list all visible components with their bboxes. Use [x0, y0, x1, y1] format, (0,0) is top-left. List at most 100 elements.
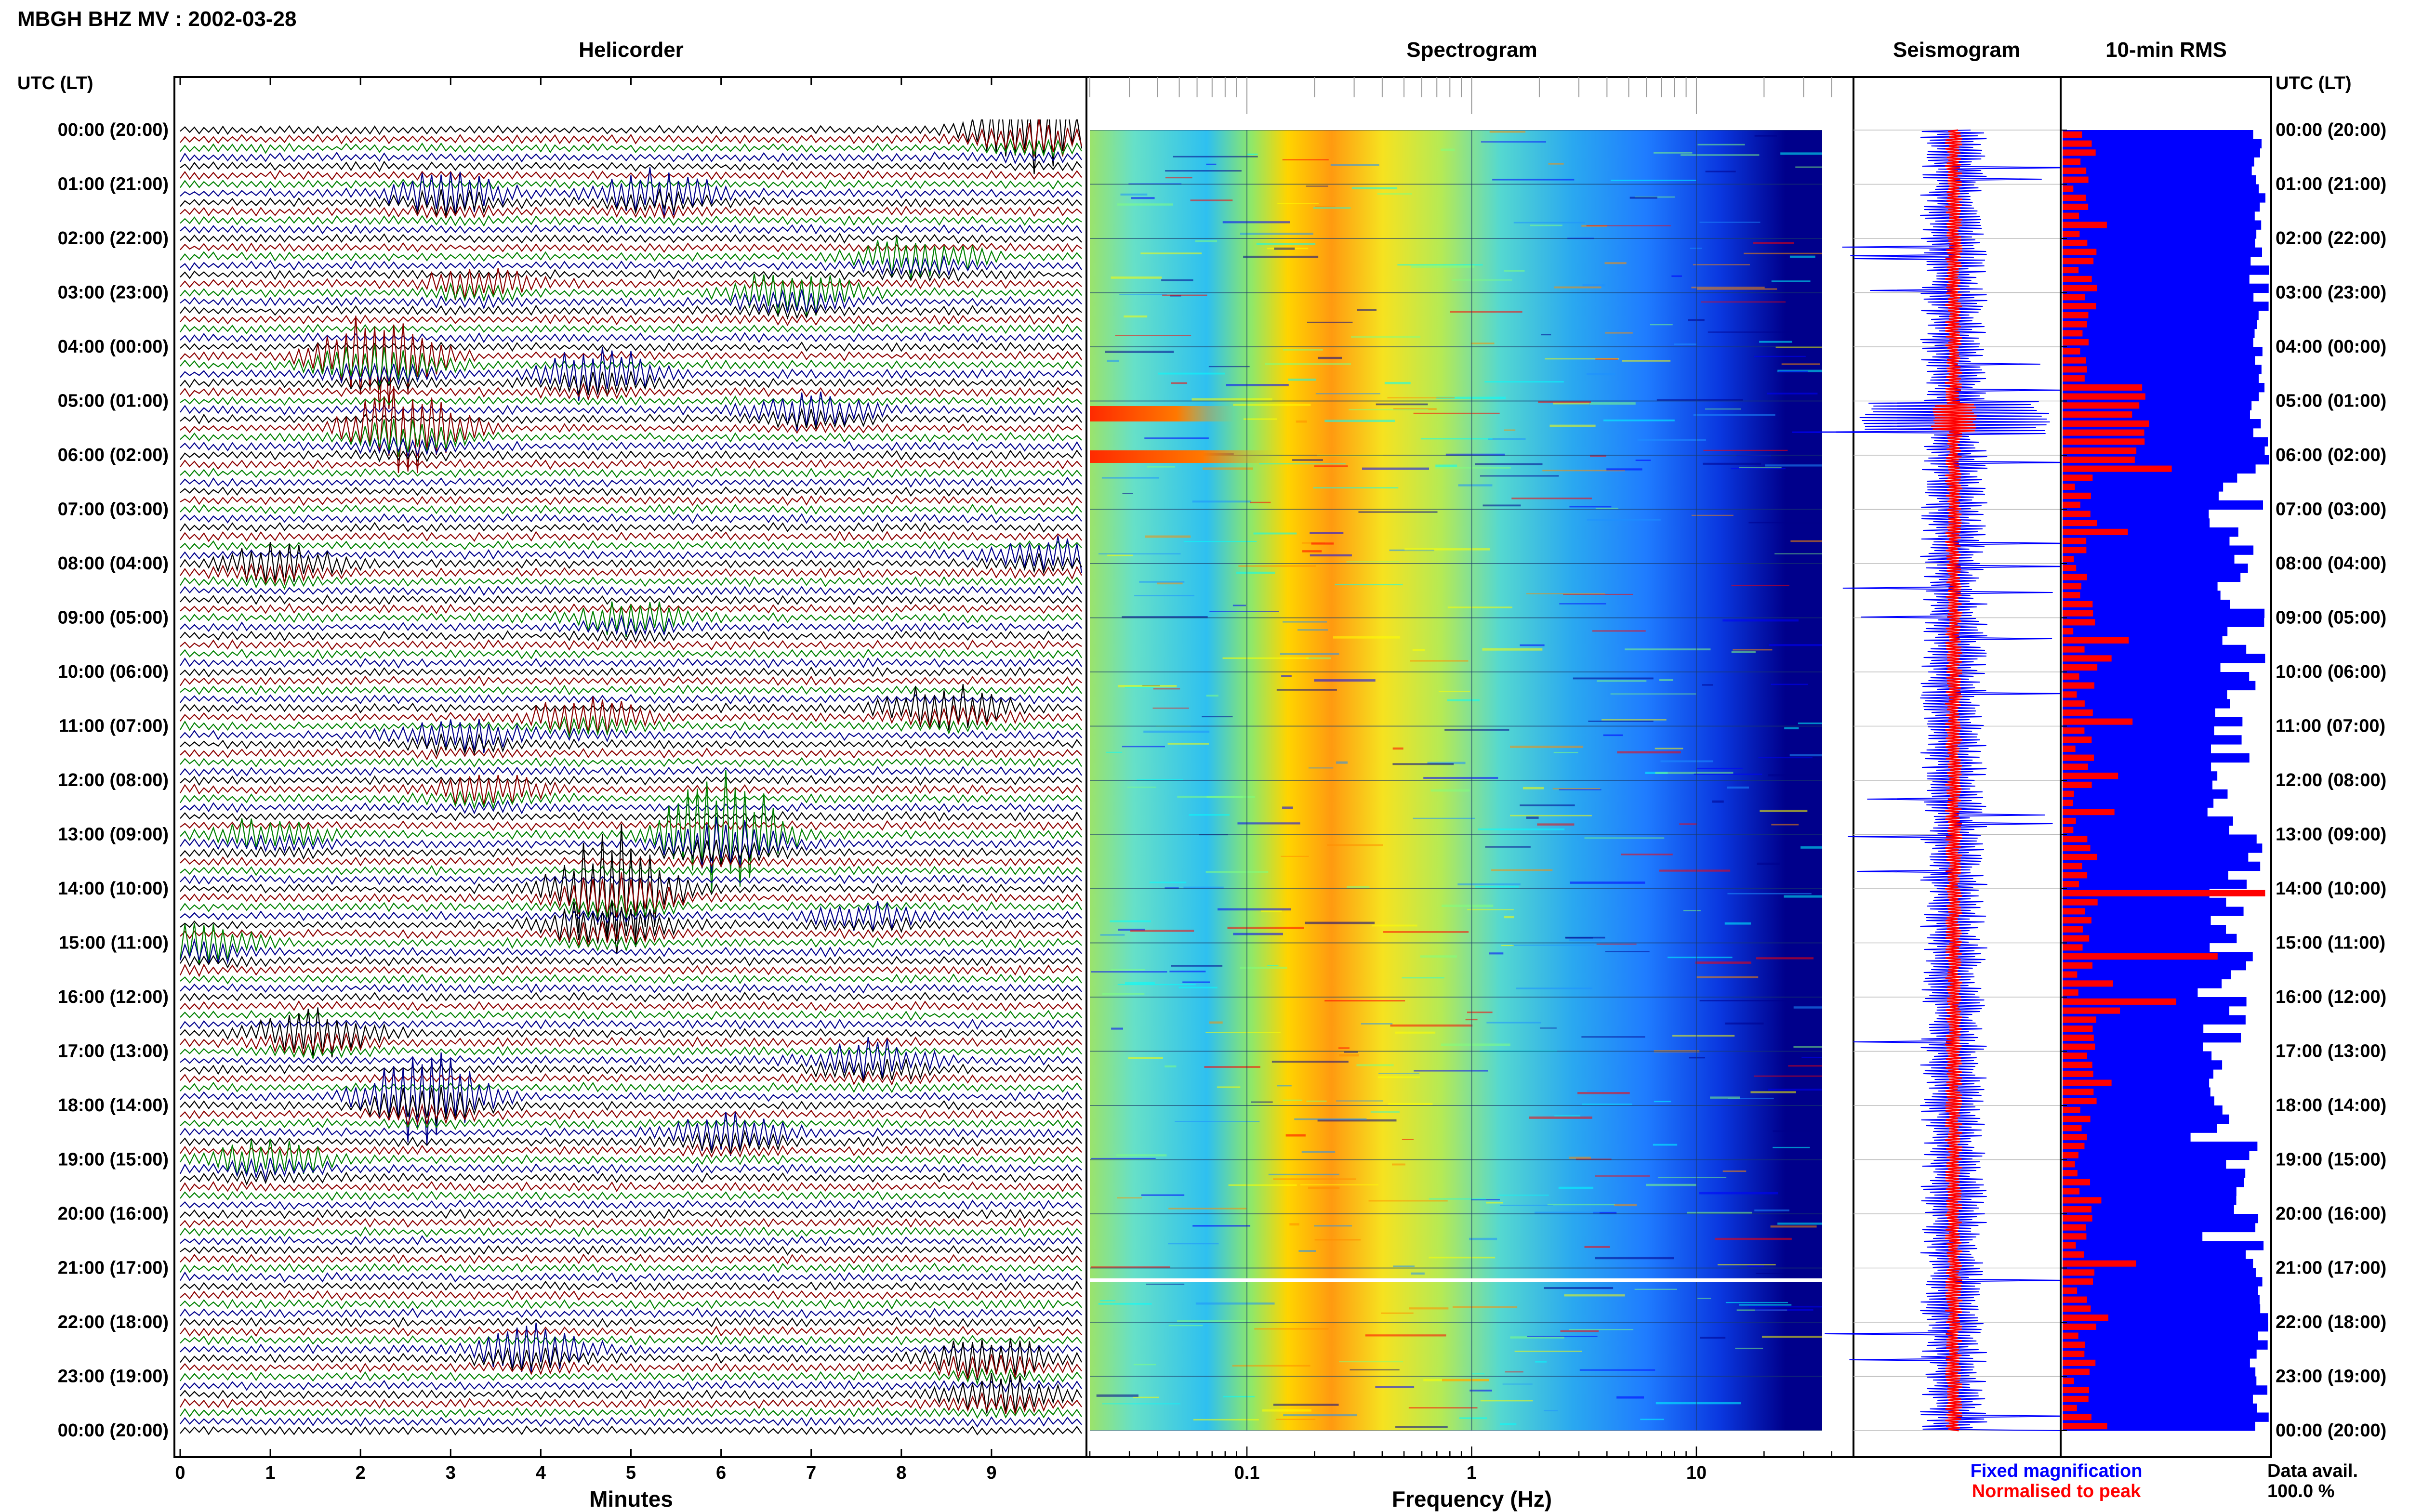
seismogram-title: Seismogram — [1893, 38, 2020, 62]
helicorder-trace — [180, 1130, 1082, 1153]
helicorder-trace — [180, 1280, 1082, 1291]
spectrogram-streak — [1659, 869, 1731, 872]
helicorder-trace — [180, 188, 1082, 216]
rms-normalised-bar — [2063, 998, 2176, 1005]
spectrogram-streak — [1587, 519, 1661, 521]
spectrogram-streak — [1161, 279, 1193, 281]
rms-normalised-bar — [2063, 1188, 2080, 1195]
spectrogram-streak — [1658, 1177, 1727, 1178]
rms-fixed-bar — [2063, 608, 2265, 618]
helicorder-trace — [180, 541, 1082, 585]
spectrogram-streak — [1411, 1272, 1425, 1275]
spectrogram-streak — [1168, 1243, 1219, 1245]
rms-normalised-bar — [2063, 1315, 2108, 1321]
spectrogram-streak — [1390, 1024, 1473, 1027]
spectrogram-streak — [1357, 309, 1377, 311]
spectrogram-streak — [1614, 1204, 1637, 1207]
rms-normalised-bar — [2063, 1106, 2080, 1113]
spectrogram-streak — [1640, 1419, 1664, 1420]
rms-fixed-bar — [2063, 302, 2269, 311]
spectrogram-streak — [1167, 742, 1209, 745]
spectrogram-streak — [1285, 1134, 1306, 1137]
spectrogram-streak — [1288, 378, 1316, 381]
rms-fixed-bar — [2063, 600, 2230, 609]
rms-normalised-bar — [2063, 673, 2079, 680]
rms-fixed-bar — [2063, 473, 2237, 483]
spectrogram-streak — [1504, 429, 1516, 431]
spectrogram-streak — [1193, 1419, 1259, 1420]
rms-normalised-bar — [2063, 619, 2095, 626]
spectrogram-streak — [1605, 332, 1633, 334]
spectrogram-streak — [1689, 1057, 1705, 1059]
rms-normalised-bar — [2063, 149, 2096, 156]
spectrogram-streak — [1283, 621, 1327, 623]
spectrogram-streak — [1563, 593, 1633, 595]
rms-fixed-bar — [2063, 1295, 2260, 1305]
spectrogram-streak — [1423, 776, 1498, 779]
helicorder-trace — [180, 1271, 1082, 1283]
rms-fixed-bar — [2063, 916, 2211, 925]
rms-normalised-bar — [2063, 1269, 2095, 1276]
spectrogram-streak — [1393, 1265, 1415, 1267]
spectrogram-streak — [1773, 1130, 1812, 1132]
spectrogram-streak — [1553, 751, 1578, 753]
spectrogram-streak — [1469, 1237, 1497, 1240]
spectrogram-streak — [1387, 397, 1455, 399]
spectrogram-streak — [1127, 787, 1156, 788]
spectrogram-streak — [1283, 349, 1323, 351]
rms-fixed-bar — [2063, 1051, 2212, 1061]
spectrogram-streak — [1703, 462, 1761, 465]
spectrogram-streak — [1733, 649, 1773, 651]
spectrogram-tick-label: 10 — [1686, 1463, 1707, 1483]
spectrogram-streak — [1480, 1400, 1533, 1402]
helicorder-trace — [180, 820, 1082, 831]
time-label-left: 00:00 (20:00) — [58, 1420, 169, 1441]
rms-fixed-bar — [2063, 202, 2260, 212]
utc-label-left: UTC (LT) — [17, 73, 93, 93]
rms-fixed-bar — [2063, 1286, 2258, 1296]
spectrogram-streak — [1102, 1403, 1180, 1405]
rms-fixed-bar — [2063, 482, 2224, 492]
spectrogram-streak — [1727, 786, 1749, 789]
spectrogram-streak — [1520, 804, 1575, 806]
spectrogram-panel: 0.1 1 10 — [1085, 76, 1854, 1483]
rms-normalised-bar — [2063, 520, 2097, 526]
rms-normalised-bar — [2063, 836, 2088, 842]
rms-fixed-bar — [2063, 211, 2255, 221]
rms-fixed-bar — [2063, 843, 2263, 853]
spectrogram-streak — [1435, 464, 1457, 467]
rms-normalised-bar — [2063, 294, 2085, 301]
rms-fixed-bar — [2063, 193, 2265, 203]
rms-normalised-bar — [2063, 167, 2087, 174]
spectrogram-streak — [1654, 152, 1693, 154]
rms-normalised-bar — [2063, 1387, 2090, 1394]
spectrogram-streak — [1218, 908, 1291, 911]
rms-normalised-bar — [2063, 402, 2140, 409]
spectrogram-streak — [1475, 463, 1543, 465]
helicorder-trace — [180, 594, 1082, 605]
rms-normalised-bar — [2063, 1323, 2096, 1330]
helicorder-trace — [180, 1116, 1082, 1130]
spectrogram-streak — [1690, 248, 1702, 249]
spectrogram-streak — [1589, 402, 1636, 405]
rms-normalised-bar — [2063, 438, 2145, 445]
spectrogram-streak — [1110, 920, 1151, 922]
spectrogram-streak — [1605, 951, 1650, 952]
spectrogram-streak — [1377, 1076, 1420, 1078]
rms-normalised-bar — [2063, 474, 2093, 481]
rms-normalised-bar — [2063, 1395, 2089, 1402]
rms-normalised-bar — [2063, 1233, 2087, 1240]
spectrogram-streak — [1301, 1151, 1336, 1153]
spectrogram-streak — [1610, 693, 1696, 695]
spectrogram-streak — [1486, 1202, 1503, 1204]
helicorder-trace — [180, 1235, 1082, 1247]
spectrogram-streak — [1122, 746, 1165, 748]
helicorder-trace — [180, 657, 1082, 669]
helicorder-trace — [180, 1042, 1082, 1060]
rms-normalised-bar — [2063, 646, 2085, 653]
spectrogram-streak — [1469, 1389, 1492, 1392]
spectrogram-streak — [1277, 1085, 1292, 1087]
spectrogram-streak — [1298, 1250, 1316, 1252]
spectrogram-streak — [1558, 1186, 1594, 1189]
rms-normalised-bar — [2063, 384, 2143, 391]
